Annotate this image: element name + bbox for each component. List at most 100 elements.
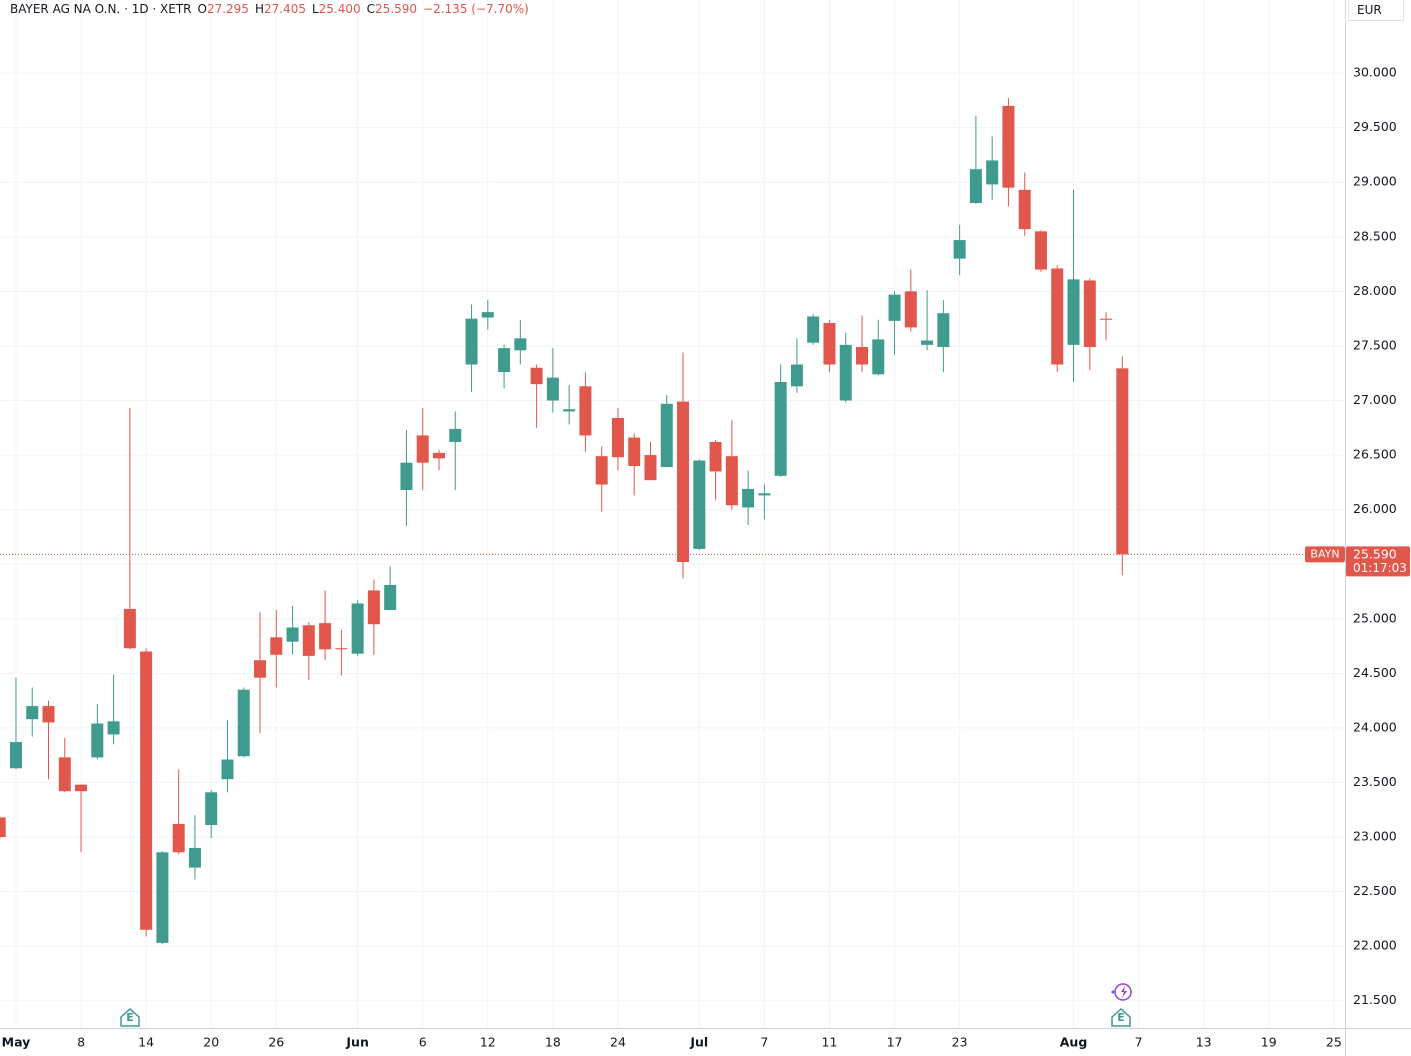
x-tick-label: 24	[610, 1035, 626, 1050]
x-tick-label: Jul	[689, 1035, 708, 1050]
candle-body	[221, 759, 234, 780]
candle-body	[514, 338, 527, 351]
candle-body	[156, 852, 169, 943]
earnings-label: E	[1117, 1011, 1125, 1024]
grid	[0, 0, 1345, 1028]
candle-body	[953, 240, 966, 259]
candle-body	[335, 648, 348, 650]
candle-body	[725, 456, 738, 506]
legend-label: H	[254, 2, 264, 16]
candle-body	[1067, 279, 1080, 345]
y-tick-label: 29.000	[1353, 174, 1397, 189]
x-tick-label: 18	[545, 1035, 561, 1050]
candle-body	[872, 339, 885, 375]
candle-body	[709, 441, 722, 472]
candle-body	[644, 455, 657, 481]
candle-body	[856, 347, 869, 365]
candle-body	[546, 377, 559, 401]
y-tick-label: 28.000	[1353, 283, 1397, 298]
y-tick-label: 24.000	[1353, 719, 1397, 734]
candle-body	[416, 435, 429, 463]
x-tick-label: 26	[268, 1035, 284, 1050]
candle-body	[384, 584, 397, 611]
x-tick-label: 12	[480, 1035, 496, 1050]
earnings-marker[interactable]: E	[120, 1007, 140, 1027]
candle-body	[58, 757, 71, 792]
x-tick-label: Jun	[345, 1035, 368, 1050]
price-badge	[1346, 546, 1410, 577]
candle-body	[302, 625, 315, 656]
candle-body	[270, 637, 283, 655]
y-tick-label: 29.500	[1353, 119, 1397, 134]
legend-value: 27.295	[206, 2, 249, 16]
earnings-marker[interactable]: E	[1111, 1007, 1131, 1027]
candle-body	[1051, 268, 1064, 365]
x-tick-label: 7	[1135, 1035, 1143, 1050]
legend-label: O	[197, 2, 207, 16]
candle-body	[774, 381, 787, 476]
candle-body	[660, 403, 673, 468]
candle-body	[498, 348, 511, 373]
candle-body	[432, 452, 445, 459]
y-tick-label: 26.000	[1353, 501, 1397, 516]
candle-body	[319, 623, 332, 650]
x-tick-label: 11	[822, 1035, 838, 1050]
event-icon[interactable]	[1111, 983, 1132, 1001]
x-tick-label: 23	[952, 1035, 968, 1050]
earnings-badge	[1111, 1007, 1131, 1027]
candle-body	[26, 706, 39, 720]
symbol-badge	[1305, 546, 1345, 563]
candle-body	[1083, 280, 1096, 348]
candle-body	[400, 462, 413, 490]
candle-body	[1018, 189, 1031, 230]
candle-body	[579, 386, 592, 436]
y-tick-label: 21.500	[1353, 992, 1397, 1007]
legend-value: 27.405	[263, 2, 306, 16]
candle-body	[205, 792, 218, 826]
candle-body	[286, 627, 299, 642]
countdown: 01:17:03	[1353, 561, 1407, 575]
y-tick-label: 28.500	[1353, 228, 1397, 243]
candle-body	[530, 367, 543, 385]
candle-body	[172, 823, 185, 853]
currency[interactable]: EUR	[1348, 0, 1404, 21]
candle-body	[839, 344, 852, 401]
candle-body	[237, 689, 250, 757]
candle-body	[107, 721, 120, 735]
candle-body	[823, 323, 836, 365]
x-tick-label: 8	[77, 1035, 85, 1050]
legend-label: L	[311, 2, 319, 16]
legend-value: 25.400	[318, 2, 361, 16]
candle-body	[140, 651, 153, 930]
candle-body	[628, 437, 641, 466]
candle-body	[42, 706, 55, 723]
candle-body	[351, 603, 364, 654]
candle-body	[595, 456, 608, 485]
x-tick-label: 7	[760, 1035, 768, 1050]
candle-body	[611, 417, 624, 458]
candle-body	[0, 817, 6, 838]
earnings-label: E	[126, 1011, 134, 1024]
event-bolt	[1121, 986, 1127, 998]
candle-body	[969, 169, 982, 203]
candle-body	[1116, 368, 1129, 555]
change: −2.135 (−7.70%)	[423, 2, 529, 16]
legend-label: C	[366, 2, 376, 16]
candle-body	[91, 723, 104, 758]
candle-body	[921, 340, 934, 345]
x-tick-label: Aug	[1060, 1035, 1088, 1050]
candle-body	[742, 488, 755, 508]
price-label: 25.590	[1353, 546, 1397, 561]
y-tick-label: 23.500	[1353, 774, 1397, 789]
y-tick-label: 23.000	[1353, 829, 1397, 844]
event-spark	[1111, 990, 1115, 994]
candle-body	[807, 316, 820, 343]
earnings-badge	[120, 1007, 140, 1027]
candle-body	[449, 428, 462, 442]
y-tick-label: 22.000	[1353, 938, 1397, 953]
symbol-label: BAYN	[1310, 547, 1339, 560]
x-tick-label: 19	[1261, 1035, 1277, 1050]
candle-body	[758, 493, 771, 496]
candle-body	[75, 784, 88, 792]
